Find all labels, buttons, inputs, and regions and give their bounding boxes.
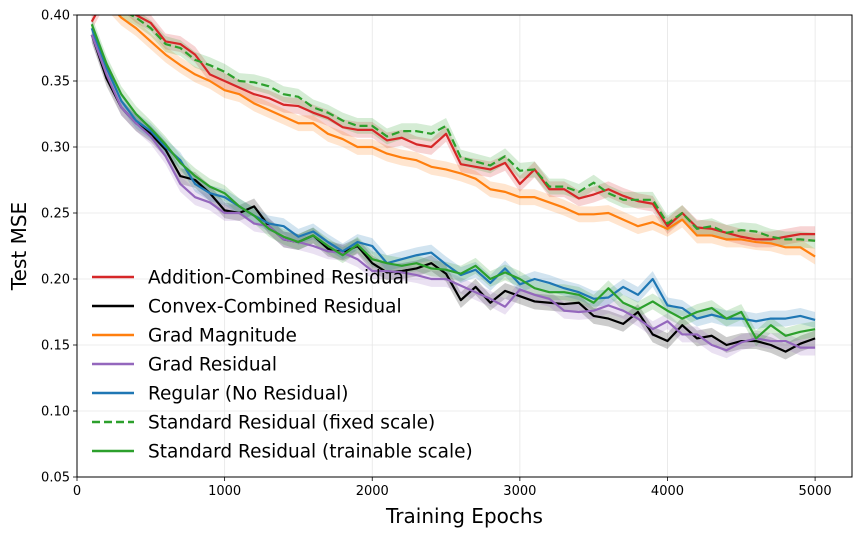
legend-label-convex-combined-residual: Convex-Combined Residual (148, 297, 402, 318)
series-line-standard-residual-trainable-scale (90, 23, 816, 340)
y-axis-title: Test MSE (7, 202, 31, 291)
y-tick-label: 0.10 (41, 405, 70, 420)
y-tick-label: 0.30 (41, 141, 70, 156)
band-addition-combined-residual (91, 15, 816, 248)
legend-label-grad-residual: Grad Residual (148, 355, 277, 376)
series-line-grad-residual (90, 34, 816, 352)
series-line-standard-residual-fixed-scale (128, 15, 816, 242)
y-tick-label: 0.20 (41, 273, 70, 288)
legend-label-addition-combined-residual: Addition-Combined Residual (148, 268, 409, 289)
y-tick-label: 0.05 (41, 471, 70, 486)
plot-frame (76, 14, 853, 478)
x-tick-label: 5000 (799, 484, 832, 499)
legend-label-grad-magnitude: Grad Magnitude (148, 326, 297, 347)
legend-label-standard-residual-fixed-scale: Standard Residual (fixed scale) (148, 413, 435, 434)
band-regular-no-residual (91, 20, 816, 330)
y-tick-label: 0.25 (41, 207, 70, 222)
y-tick-label: 0.15 (41, 339, 70, 354)
band-standard-residual-fixed-scale (119, 15, 816, 249)
axis-ticks: 0 1000 2000 3000 4000 5000 0.05 0.10 0.15 0.20 0.2… (41, 9, 832, 500)
series-line-regular-no-residual (90, 27, 816, 323)
x-tick-label: 4000 (651, 484, 684, 499)
x-axis-title: Training Epochs (385, 504, 543, 528)
series-line-grad-magnitude (117, 15, 816, 258)
x-tick-label: 3000 (503, 484, 536, 499)
legend-label-regular-no-residual: Regular (No Residual) (148, 384, 348, 405)
x-tick-label: 2000 (356, 484, 389, 499)
series-line-convex-combined-residual (90, 34, 816, 353)
y-tick-label: 0.35 (41, 75, 70, 90)
x-tick-label: 1000 (208, 484, 241, 499)
legend-label-standard-residual-trainable-scale: Standard Residual (trainable scale) (148, 442, 473, 463)
series-lines (90, 15, 816, 353)
y-tick-label: 0.40 (41, 9, 70, 24)
x-tick-label: 0 (73, 484, 81, 499)
legend: Addition-Combined Residual Convex-Combine… (92, 268, 473, 463)
band-convex-combined-residual (91, 26, 816, 360)
